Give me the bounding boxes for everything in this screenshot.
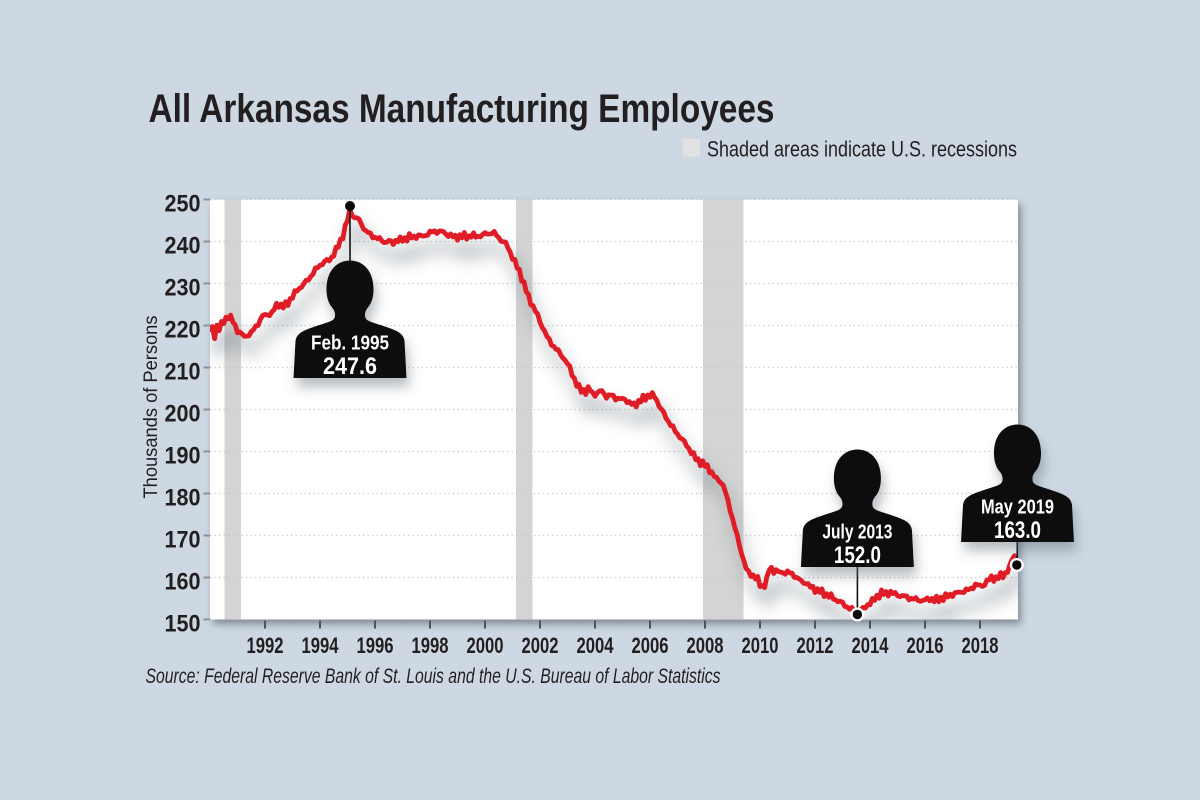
svg-text:1994: 1994 [302, 633, 340, 658]
svg-text:247.6: 247.6 [323, 353, 377, 380]
svg-text:May 2019: May 2019 [981, 496, 1054, 519]
svg-text:250: 250 [165, 191, 201, 218]
svg-text:210: 210 [165, 359, 201, 386]
svg-text:2014: 2014 [852, 633, 890, 658]
svg-text:160: 160 [165, 569, 201, 596]
svg-text:2010: 2010 [742, 633, 779, 658]
svg-text:170: 170 [165, 527, 201, 554]
svg-text:220: 220 [165, 317, 201, 344]
svg-text:July 2013: July 2013 [822, 521, 892, 544]
svg-text:2000: 2000 [467, 633, 504, 658]
svg-text:163.0: 163.0 [994, 517, 1041, 544]
svg-text:Source: Federal Reserve Bank o: Source: Federal Reserve Bank of St. Loui… [146, 664, 721, 688]
svg-text:152.0: 152.0 [834, 542, 881, 569]
svg-text:1992: 1992 [247, 633, 284, 658]
svg-text:Feb. 1995: Feb. 1995 [311, 332, 389, 355]
svg-text:2006: 2006 [632, 633, 669, 658]
svg-text:Shaded areas indicate U.S. rec: Shaded areas indicate U.S. recessions [707, 137, 1017, 162]
svg-text:Thousands of Persons: Thousands of Persons [141, 316, 162, 499]
svg-text:2002: 2002 [522, 633, 559, 658]
svg-text:2018: 2018 [962, 633, 999, 658]
svg-text:150: 150 [165, 611, 201, 638]
svg-text:1998: 1998 [412, 633, 449, 658]
svg-text:1996: 1996 [357, 633, 394, 658]
svg-text:2016: 2016 [907, 633, 944, 658]
svg-text:190: 190 [165, 443, 201, 470]
svg-text:230: 230 [165, 275, 201, 302]
svg-text:2004: 2004 [577, 633, 615, 658]
svg-text:2008: 2008 [687, 633, 724, 658]
svg-text:240: 240 [165, 233, 201, 260]
svg-text:200: 200 [165, 401, 201, 428]
svg-text:2012: 2012 [797, 633, 834, 658]
svg-text:180: 180 [165, 485, 201, 512]
svg-text:All Arkansas Manufacturing Emp: All Arkansas Manufacturing Employees [149, 87, 775, 131]
